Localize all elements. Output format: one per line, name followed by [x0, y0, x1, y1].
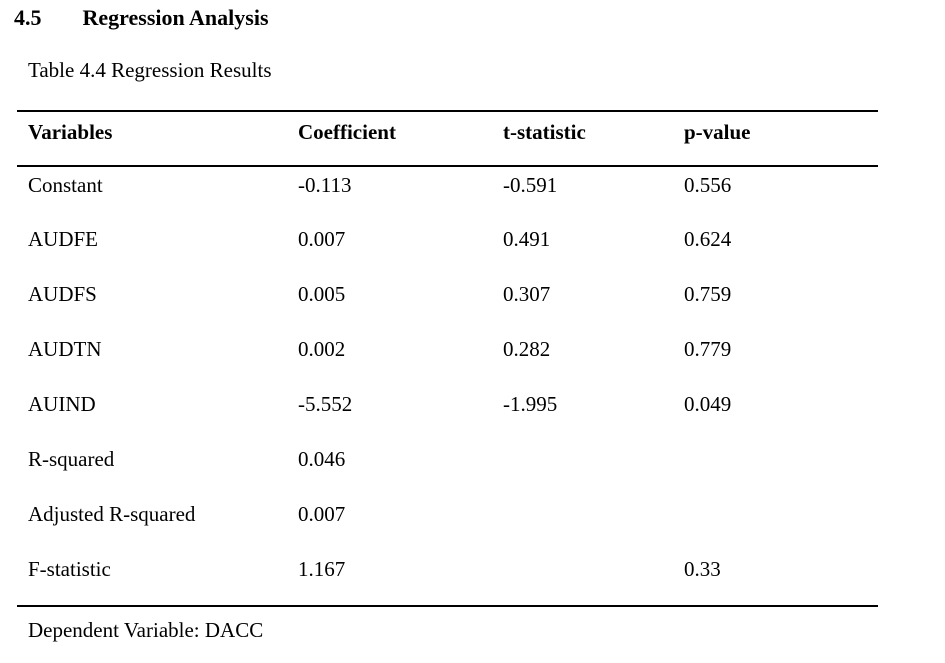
- cell-t-statistic: [492, 551, 673, 606]
- cell-variable: Adjusted R-squared: [28, 502, 196, 526]
- cell-p-value: [673, 496, 878, 551]
- cell-t-statistic: 0.282: [503, 337, 551, 361]
- cell-t-statistic: -1.995: [503, 392, 558, 416]
- cell-t-statistic: 0.307: [503, 282, 551, 306]
- cell-t-statistic: [492, 441, 673, 496]
- cell-t-statistic: 0.491: [503, 227, 551, 251]
- section-number: 4.5: [14, 5, 42, 30]
- cell-coefficient: 0.005: [298, 282, 346, 306]
- cell-p-value: 0.779: [684, 337, 732, 361]
- cell-p-value: [673, 441, 878, 496]
- table-row: AUDFE 0.007 0.491 0.624: [17, 221, 878, 276]
- column-header-p-value: p-value: [684, 120, 751, 144]
- cell-variable: Constant: [28, 173, 103, 197]
- table-row: R-squared 0.046: [17, 441, 878, 496]
- table-row: AUIND -5.552 -1.995 0.049: [17, 386, 878, 441]
- cell-t-statistic: -0.591: [503, 173, 558, 197]
- table-row: AUDTN 0.002 0.282 0.779: [17, 331, 878, 386]
- section-title: Regression Analysis: [82, 5, 269, 30]
- cell-variable: AUDTN: [28, 337, 102, 361]
- cell-variable: AUDFS: [28, 282, 97, 306]
- cell-p-value: 0.049: [684, 392, 732, 416]
- cell-variable: AUDFE: [28, 227, 99, 251]
- column-header-t-statistic: t-statistic: [503, 120, 586, 144]
- cell-coefficient: 0.007: [298, 502, 346, 526]
- cell-p-value: 0.556: [684, 173, 732, 197]
- cell-p-value: 0.759: [684, 282, 732, 306]
- table-row: F-statistic 1.167 0.33: [17, 551, 878, 606]
- table-row: AUDFS 0.005 0.307 0.759: [17, 276, 878, 331]
- table-header-row: Variables Coefficient t-statistic p-valu…: [17, 111, 878, 166]
- table-caption: Table 4.4 Regression Results: [28, 58, 272, 82]
- cell-coefficient: 1.167: [298, 557, 346, 581]
- cell-coefficient: -5.552: [298, 392, 353, 416]
- section-heading: 4.5 Regression Analysis: [14, 5, 269, 31]
- cell-t-statistic: [492, 496, 673, 551]
- cell-variable: AUIND: [28, 392, 96, 416]
- dependent-variable-note: Dependent Variable: DACC: [28, 618, 264, 642]
- cell-coefficient: 0.046: [298, 447, 346, 471]
- column-header-coefficient: Coefficient: [298, 120, 396, 144]
- table-row: Adjusted R-squared 0.007: [17, 496, 878, 551]
- regression-results-table: Variables Coefficient t-statistic p-valu…: [17, 110, 878, 607]
- cell-coefficient: 0.002: [298, 337, 346, 361]
- cell-p-value: 0.33: [684, 557, 721, 581]
- cell-coefficient: -0.113: [298, 173, 352, 197]
- cell-coefficient: 0.007: [298, 227, 346, 251]
- table-row: Constant -0.113 -0.591 0.556: [17, 166, 878, 221]
- cell-p-value: 0.624: [684, 227, 732, 251]
- cell-variable: F-statistic: [28, 557, 111, 581]
- column-header-variables: Variables: [28, 120, 113, 144]
- cell-variable: R-squared: [28, 447, 115, 471]
